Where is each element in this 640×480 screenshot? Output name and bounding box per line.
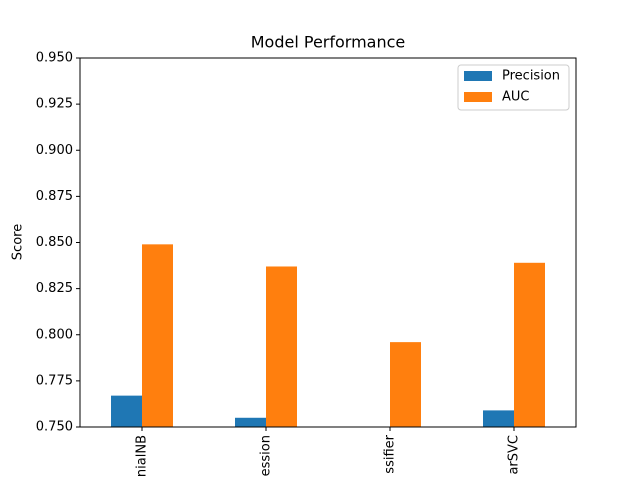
bar	[142, 244, 173, 427]
legend-swatch	[464, 71, 492, 81]
legend-label: AUC	[502, 90, 530, 105]
bar	[483, 410, 514, 427]
plot-area	[111, 244, 545, 427]
bar	[390, 342, 421, 427]
y-tick-label: 0.875	[36, 189, 73, 204]
bar	[266, 266, 297, 427]
bar	[111, 395, 142, 427]
legend-swatch	[464, 92, 492, 102]
y-tick-label: 0.800	[36, 327, 73, 342]
y-tick-label: 0.900	[36, 143, 73, 158]
y-axis-label: Score	[11, 224, 26, 260]
bar	[235, 417, 266, 427]
x-tick-label: ssifier	[383, 434, 398, 473]
x-tick-label: arSVC	[507, 435, 522, 475]
x-tick-label: ession	[259, 435, 274, 476]
y-tick-label: 0.850	[36, 235, 73, 250]
bar	[514, 262, 545, 427]
x-tick-label: nialNB	[135, 435, 150, 477]
legend-label: Precision	[502, 69, 560, 84]
chart-title: Model Performance	[251, 33, 406, 52]
y-tick-label: 0.950	[36, 51, 73, 66]
y-tick-label: 0.750	[36, 420, 73, 435]
y-tick-label: 0.825	[36, 281, 73, 296]
y-tick-label: 0.925	[36, 97, 73, 112]
y-tick-label: 0.775	[36, 373, 73, 388]
